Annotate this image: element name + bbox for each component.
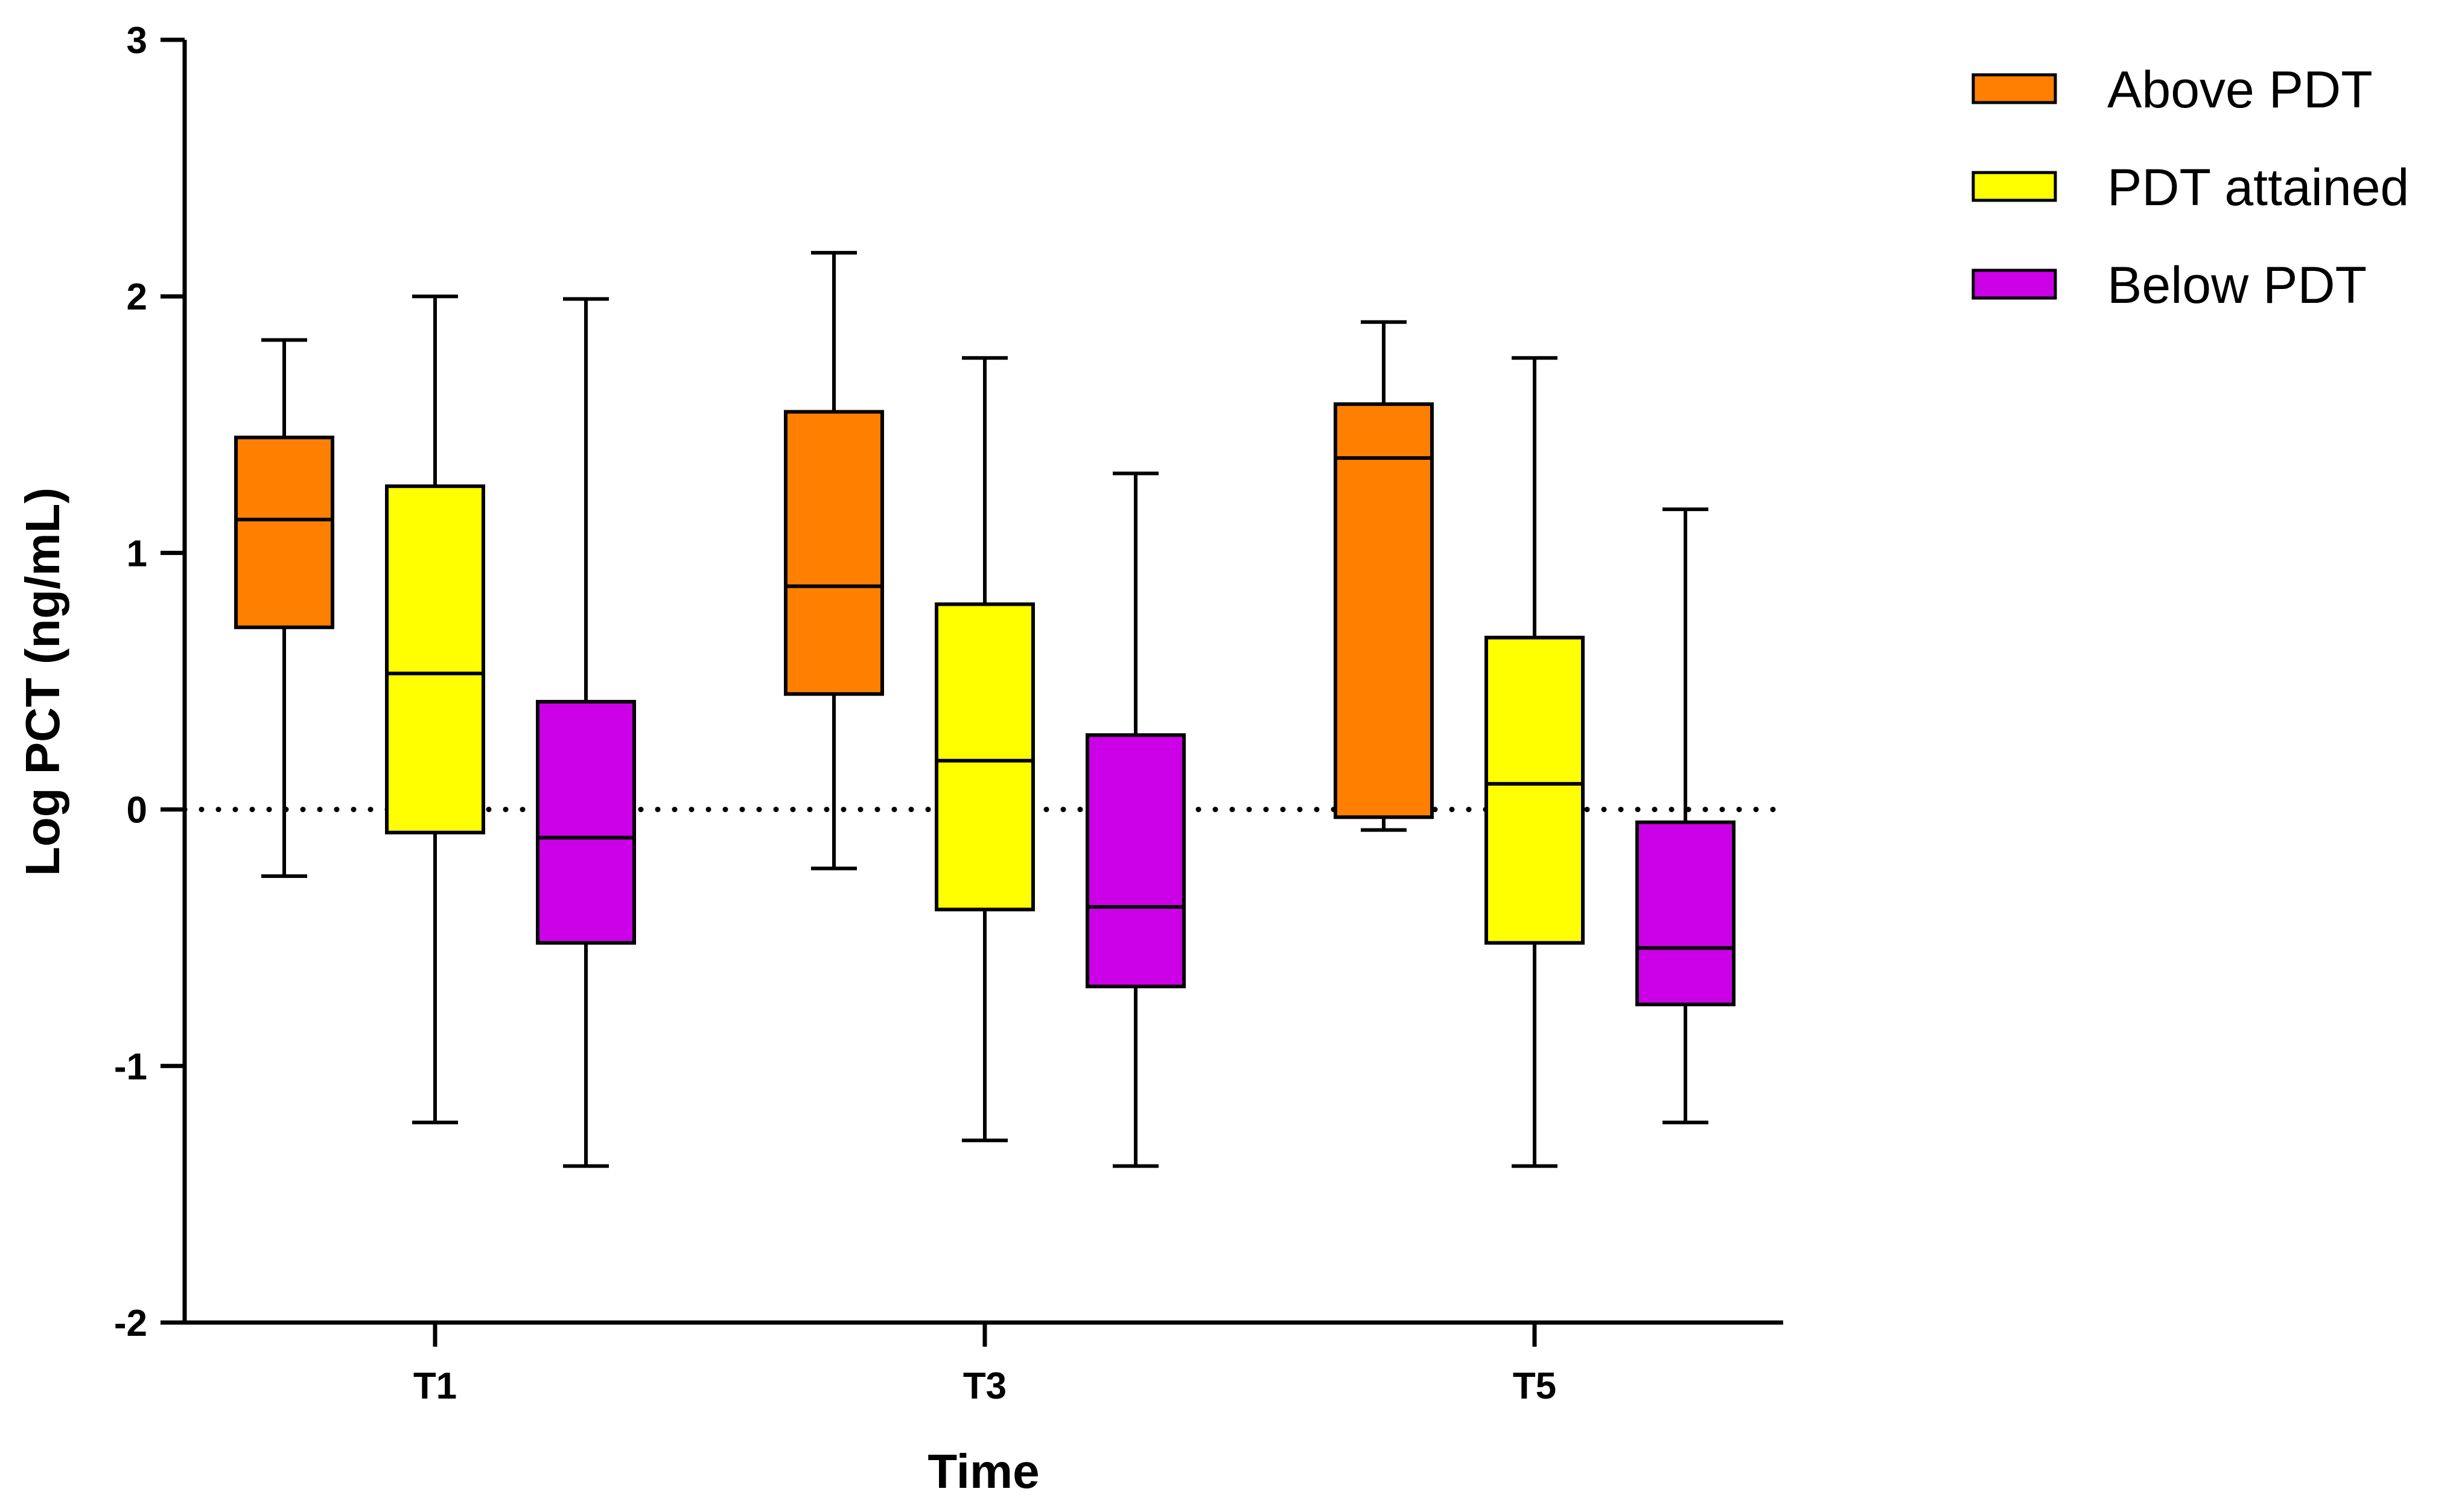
y-tick-label: -1 <box>114 1046 147 1088</box>
legend-item-below-pdt: Below PDT <box>1971 256 2367 314</box>
box-above-pdt-t5 <box>1334 320 1434 832</box>
legend-label: Below PDT <box>2107 256 2367 314</box>
x-tick-label: T3 <box>963 1365 1007 1407</box>
legend-label: PDT attained <box>2107 159 2409 217</box>
x-tick-label: T1 <box>413 1365 457 1407</box>
x-tick-label: T5 <box>1513 1365 1556 1407</box>
plot-area <box>182 250 1786 1168</box>
x-axis-title: Time <box>927 1444 1039 1498</box>
legend-swatch <box>1971 171 2057 202</box>
y-axis-title: Log PCT (ng/mL) <box>16 488 69 876</box>
y-tick-label: 1 <box>127 533 147 574</box>
box-pdt-attained-t5 <box>1484 356 1585 1168</box>
legend: Above PDT PDT attained Below PDT <box>1971 61 2409 314</box>
box-below-pdt-t5 <box>1635 507 1736 1125</box>
axes: 3 2 1 0 -1 -2 T1 T3 T5 <box>114 20 1783 1407</box>
box-pdt-attained-t3 <box>935 356 1035 1143</box>
y-tick-label: -2 <box>114 1303 147 1344</box>
box-above-pdt-t1 <box>234 338 334 878</box>
y-tick-label: 3 <box>127 20 147 62</box>
box-pdt-attained-t1 <box>385 294 485 1125</box>
legend-swatch <box>1971 73 2057 104</box>
box-iqr <box>234 436 334 629</box>
box-iqr <box>935 602 1035 912</box>
box-below-pdt-t3 <box>1086 471 1186 1168</box>
box-below-pdt-t1 <box>536 297 636 1168</box>
box-iqr <box>1635 820 1736 1006</box>
box-iqr <box>385 484 485 834</box>
box-iqr <box>1484 635 1585 945</box>
box-iqr <box>784 410 884 696</box>
box-iqr <box>1334 402 1434 819</box>
legend-item-pdt-attained: PDT attained <box>1971 159 2409 217</box>
y-tick-label: 0 <box>127 790 147 831</box>
box-iqr <box>536 700 636 945</box>
legend-item-above-pdt: Above PDT <box>1971 61 2373 119</box>
box-iqr <box>1086 733 1186 988</box>
legend-swatch <box>1971 268 2057 300</box>
box-above-pdt-t3 <box>784 250 884 871</box>
y-tick-label: 2 <box>127 276 147 318</box>
legend-label: Above PDT <box>2107 61 2373 119</box>
